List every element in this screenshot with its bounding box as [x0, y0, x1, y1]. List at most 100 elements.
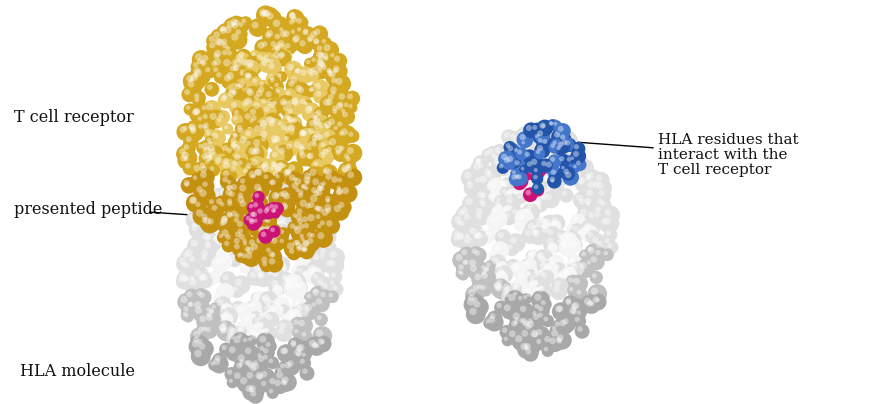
Circle shape: [269, 16, 289, 36]
Circle shape: [290, 175, 303, 187]
Circle shape: [230, 88, 242, 101]
Circle shape: [228, 236, 246, 254]
Circle shape: [531, 271, 544, 283]
Circle shape: [301, 248, 320, 267]
Circle shape: [272, 271, 278, 277]
Circle shape: [194, 269, 201, 276]
Circle shape: [199, 275, 205, 281]
Circle shape: [313, 212, 326, 225]
Circle shape: [308, 269, 315, 277]
Circle shape: [547, 154, 560, 168]
Circle shape: [258, 161, 271, 174]
Circle shape: [221, 321, 227, 327]
Circle shape: [535, 170, 538, 173]
Circle shape: [228, 135, 243, 150]
Circle shape: [292, 99, 298, 106]
Circle shape: [223, 305, 227, 310]
Circle shape: [259, 322, 264, 326]
Circle shape: [538, 256, 545, 263]
Circle shape: [185, 275, 205, 295]
Circle shape: [457, 219, 470, 232]
Circle shape: [224, 74, 231, 82]
Circle shape: [548, 121, 553, 126]
Circle shape: [244, 70, 258, 85]
Circle shape: [204, 218, 211, 225]
Circle shape: [499, 177, 517, 196]
Circle shape: [511, 186, 526, 202]
Circle shape: [257, 197, 273, 213]
Circle shape: [484, 260, 496, 272]
Circle shape: [471, 248, 476, 254]
Circle shape: [553, 280, 560, 287]
Circle shape: [214, 50, 221, 57]
Circle shape: [576, 228, 588, 240]
Circle shape: [568, 307, 575, 314]
Circle shape: [299, 128, 313, 143]
Circle shape: [222, 177, 228, 183]
Circle shape: [268, 121, 275, 126]
Circle shape: [253, 235, 268, 250]
Circle shape: [575, 195, 592, 212]
Circle shape: [551, 222, 555, 227]
Text: interact with the: interact with the: [657, 148, 787, 162]
Circle shape: [231, 64, 243, 76]
Circle shape: [464, 179, 475, 190]
Circle shape: [266, 118, 282, 134]
Circle shape: [550, 179, 553, 183]
Circle shape: [502, 154, 506, 158]
Circle shape: [190, 59, 204, 74]
Circle shape: [495, 201, 499, 206]
Circle shape: [216, 283, 234, 301]
Circle shape: [261, 61, 267, 66]
Circle shape: [604, 241, 617, 254]
Circle shape: [503, 141, 516, 154]
Circle shape: [580, 295, 599, 313]
Circle shape: [268, 198, 275, 204]
Circle shape: [238, 81, 245, 87]
Circle shape: [298, 146, 304, 152]
Circle shape: [553, 164, 570, 182]
Circle shape: [237, 250, 242, 256]
Circle shape: [297, 67, 314, 83]
Circle shape: [523, 261, 527, 265]
Circle shape: [536, 191, 550, 205]
Circle shape: [246, 372, 253, 379]
Circle shape: [324, 116, 343, 133]
Circle shape: [229, 334, 234, 339]
Circle shape: [513, 282, 519, 287]
Circle shape: [493, 282, 501, 289]
Circle shape: [559, 143, 572, 156]
Circle shape: [285, 90, 290, 96]
Circle shape: [221, 326, 228, 333]
Circle shape: [259, 199, 266, 207]
Circle shape: [269, 137, 282, 149]
Circle shape: [309, 56, 321, 67]
Circle shape: [466, 224, 484, 242]
Circle shape: [220, 216, 227, 223]
Circle shape: [575, 194, 581, 201]
Circle shape: [504, 143, 519, 158]
Circle shape: [475, 213, 481, 219]
Circle shape: [514, 263, 520, 270]
Circle shape: [549, 324, 561, 335]
Circle shape: [453, 216, 461, 223]
Circle shape: [475, 159, 480, 164]
Circle shape: [203, 232, 217, 247]
Circle shape: [458, 234, 464, 240]
Circle shape: [490, 205, 505, 220]
Circle shape: [512, 163, 524, 175]
Circle shape: [290, 340, 296, 346]
Circle shape: [340, 109, 345, 113]
Circle shape: [512, 176, 526, 190]
Circle shape: [237, 221, 243, 227]
Circle shape: [266, 226, 274, 234]
Circle shape: [268, 205, 287, 223]
Circle shape: [308, 84, 320, 97]
Circle shape: [253, 87, 271, 105]
Circle shape: [252, 212, 259, 219]
Circle shape: [201, 274, 208, 281]
Circle shape: [193, 337, 199, 343]
Circle shape: [283, 99, 298, 114]
Circle shape: [511, 208, 517, 214]
Circle shape: [225, 206, 230, 211]
